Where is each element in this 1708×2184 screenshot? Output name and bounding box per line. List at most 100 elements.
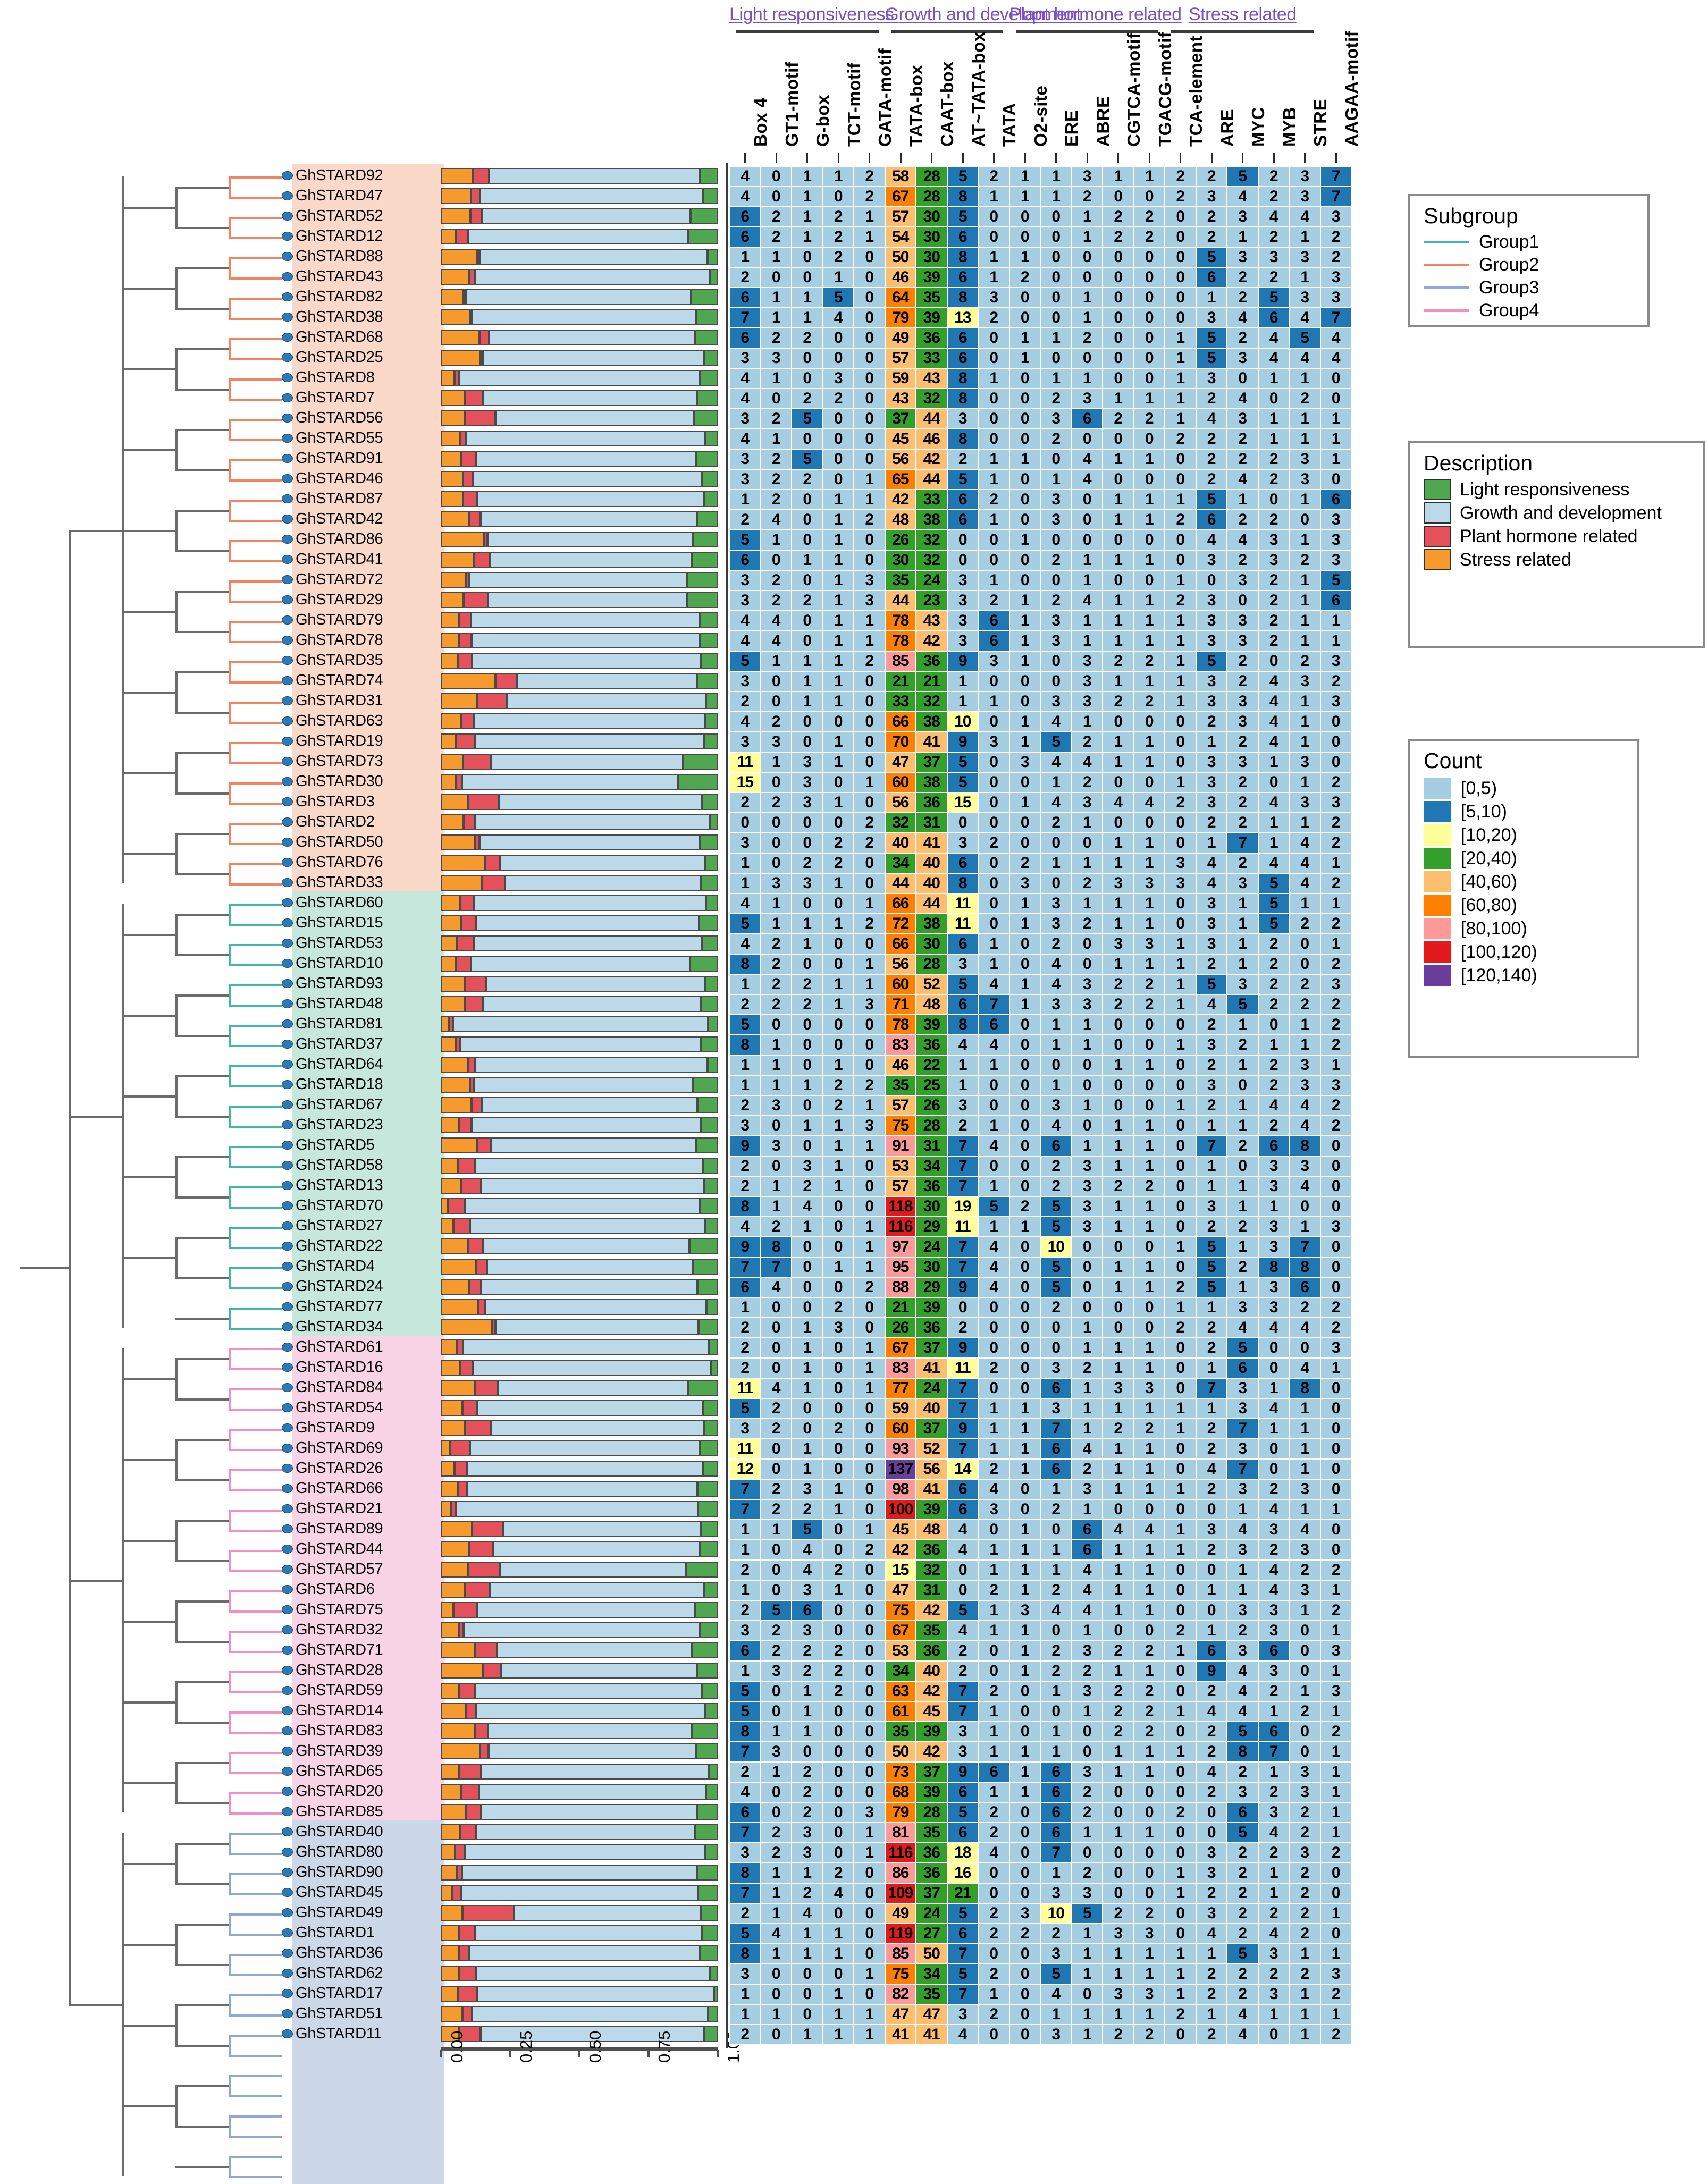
heatmap-cell: 1: [947, 1055, 978, 1075]
heatmap-cell: 1: [822, 550, 854, 570]
heatmap-cell: 6: [1196, 510, 1227, 530]
heatmap-cell: 0: [1289, 1661, 1320, 1681]
heatmap-cell: 4: [1289, 1318, 1320, 1338]
heatmap-cell: 2: [729, 692, 761, 712]
heatmap-cell: 2: [1103, 409, 1134, 429]
description-legend-item-0[interactable]: Light responsiveness: [1424, 479, 1703, 500]
heatmap-cell: 45: [885, 429, 916, 449]
heatmap-cell: 2: [1320, 954, 1351, 974]
description-legend-item-1[interactable]: Growth and development: [1424, 502, 1703, 524]
dendrogram-branch: [229, 318, 282, 320]
subgroup-legend-item-0[interactable]: Group1: [1424, 232, 1647, 252]
dendrogram-branch: [229, 2035, 282, 2037]
heatmap-cell: 0: [1165, 1015, 1196, 1035]
heatmap-cell: 5: [1196, 1237, 1227, 1257]
dendrogram-branch: [122, 853, 175, 855]
count-legend-item-3[interactable]: [20,40): [1424, 847, 1637, 870]
heatmap-cell: 2: [1227, 1843, 1258, 1863]
heatmap-cell: 0: [1133, 1035, 1165, 1055]
bar-segment-plant-hormone-related: [459, 1764, 482, 1780]
heatmap-cell: 0: [822, 934, 854, 954]
heatmap-cell: 1: [1196, 1621, 1227, 1641]
heatmap-cell: 1: [1103, 1540, 1134, 1560]
count-legend-item-4[interactable]: [40,60): [1424, 870, 1637, 893]
heatmap-row: 3 2 0 2 0 60 37 9 1 1 7 1 2 2 1 2 7 1 1 0: [729, 1419, 1351, 1439]
heatmap-cell: 1: [1133, 449, 1165, 469]
count-legend-item-2[interactable]: [10,20): [1424, 823, 1637, 847]
heatmap-cell: 1: [1071, 1015, 1103, 1035]
heatmap-cell: 2: [1196, 449, 1227, 469]
heatmap-cell: 0: [978, 853, 1009, 873]
heatmap-cell: 1: [1133, 833, 1165, 853]
count-legend-item-5[interactable]: [60,80): [1424, 893, 1637, 917]
heatmap-cell: 4: [1196, 1459, 1227, 1479]
heatmap-cell: 2: [822, 389, 854, 409]
bar-segment-light-responsiveness: [704, 491, 718, 507]
heatmap-cell: 4: [1227, 2025, 1258, 2045]
heatmap-cell: 4: [978, 1257, 1009, 1277]
bar-segment-growth-and-development: [471, 956, 691, 972]
heatmap-cell: 1: [1165, 631, 1196, 651]
count-legend-item-0[interactable]: [0,5): [1424, 777, 1637, 800]
dendrogram-branch: [229, 823, 282, 825]
count-legend-item-7[interactable]: [100,120): [1424, 940, 1637, 964]
count-legend-item-6[interactable]: [80,100): [1424, 917, 1637, 940]
gene-row: GhSTARD76: [282, 854, 383, 871]
heatmap-cell: 4: [1227, 1701, 1258, 1722]
description-legend-item-3[interactable]: Stress related: [1424, 549, 1703, 570]
stacked-bar: [441, 1259, 718, 1275]
heatmap-cell: 36: [916, 1035, 947, 1055]
heatmap-cell: 0: [978, 1661, 1009, 1681]
description-legend-label: Stress related: [1460, 549, 1571, 570]
stacked-bar: [441, 1723, 718, 1739]
heatmap-cell: 109: [885, 1883, 916, 1903]
heatmap-cell: 7: [1258, 1742, 1289, 1762]
dendrogram-branch: [229, 1186, 282, 1188]
subgroup-legend-item-3[interactable]: Group4: [1424, 300, 1647, 321]
heatmap-cell: 0: [1133, 1883, 1165, 1903]
description-legend-item-2[interactable]: Plant hormone related: [1424, 526, 1703, 547]
heatmap-cell: 1: [1071, 1701, 1103, 1722]
heatmap-cell: 6: [729, 1641, 761, 1661]
dendrogram-branch: [229, 2095, 282, 2097]
subgroup-legend-item-1[interactable]: Group2: [1424, 255, 1647, 275]
dendrogram-branch: [229, 1994, 231, 2014]
subgroup-legend-item-2[interactable]: Group3: [1424, 277, 1647, 298]
bar-segment-growth-and-development: [481, 1097, 698, 1113]
heatmap-cell: 1: [1103, 611, 1134, 631]
heatmap-cell: 0: [792, 813, 823, 833]
dendrogram-branch: [229, 217, 282, 219]
tree-tip-node-icon: [282, 938, 293, 948]
heatmap-cell: 1: [1133, 752, 1165, 772]
count-legend-item-8[interactable]: [120,140): [1424, 964, 1637, 987]
gene-row: GhSTARD15: [282, 914, 383, 931]
dendrogram-branch: [229, 2176, 282, 2178]
heatmap-cell: 1: [760, 1075, 792, 1095]
heatmap-cell: 0: [854, 1015, 885, 1035]
heatmap-cell: 5: [1040, 732, 1072, 752]
stacked-bar: [441, 935, 718, 951]
heatmap-cell: 5: [822, 288, 854, 308]
heatmap-cell: 2: [1165, 429, 1196, 449]
heatmap-cell: 1: [1133, 1257, 1165, 1277]
gene-label: GhSTARD86: [296, 530, 383, 547]
heatmap-cell: 1: [792, 1439, 823, 1459]
description-legend-swatch: [1424, 549, 1451, 570]
heatmap-cell: 0: [822, 187, 854, 207]
dendrogram-branch: [175, 994, 178, 1035]
count-legend-item-1[interactable]: [5,10): [1424, 800, 1637, 823]
heatmap-cell: 0: [854, 873, 885, 893]
heatmap-cell: 7: [729, 1883, 761, 1903]
heatmap-cell: 1: [1103, 1196, 1134, 1217]
heatmap-cell: 34: [885, 1661, 916, 1681]
heatmap-cell: 0: [760, 1540, 792, 1560]
heatmap-cell: 6: [947, 490, 978, 510]
bar-segment-growth-and-development: [471, 1117, 701, 1133]
heatmap-cell: 1: [1289, 429, 1320, 449]
gene-row: GhSTARD40: [282, 1823, 383, 1840]
stacked-bar: [441, 1501, 718, 1517]
stacked-bar: [441, 834, 718, 850]
dendrogram-branch: [229, 1449, 282, 1451]
heatmap-cell: 0: [792, 1015, 823, 1035]
dendrogram-branch: [229, 1045, 282, 1047]
